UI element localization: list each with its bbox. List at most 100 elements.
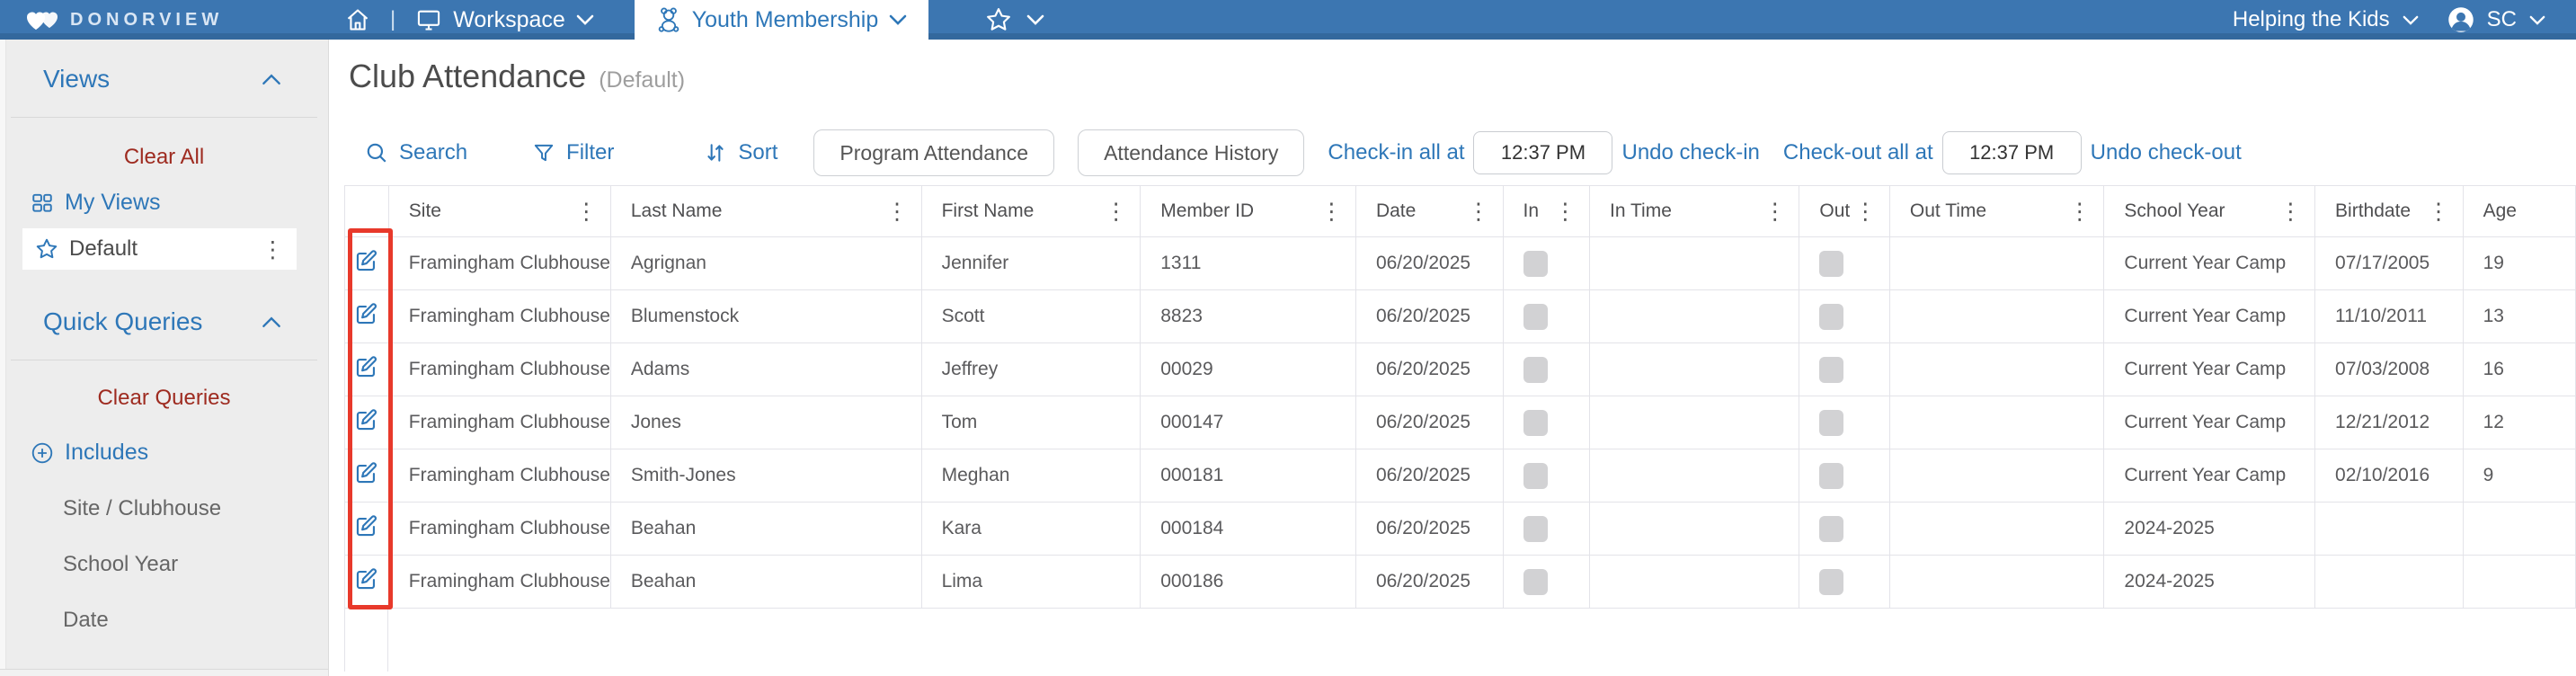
plus-circle-icon [31,441,54,465]
cell-in_time [1589,236,1800,290]
quick-queries-section-header[interactable]: Quick Queries [0,307,328,336]
cell-last: Blumenstock [609,289,922,343]
table-row: Framingham Clubhouse Beahan Lima 000186 06/2… [344,555,2576,609]
edit-row-button[interactable] [344,502,389,556]
table-row: Framingham Clubhouse Jones Tom 000147 06/20/… [344,396,2576,449]
my-views-item[interactable]: My Views [0,190,328,216]
clear-queries-link[interactable]: Clear Queries [97,386,231,410]
views-section-header[interactable]: Views [0,65,328,93]
attendance-history-button[interactable]: Attendance History [1078,129,1305,176]
workspace-monitor-icon [415,7,442,32]
edit-pencil-icon [357,408,378,430]
undo-checkout-link[interactable]: Undo check-out [2090,140,2242,165]
tab-youth-membership[interactable]: Youth Membership [635,0,928,40]
column-menu-icon[interactable]: ⋮ [885,198,909,225]
view-menu-icon[interactable]: ⋮ [262,236,284,262]
checkin-time-input[interactable] [1473,131,1613,174]
program-attendance-button[interactable]: Program Attendance [813,129,1055,176]
in-checkbox[interactable] [1523,409,1548,436]
edit-row-button[interactable] [344,555,389,609]
chevron-down-icon[interactable] [576,14,594,25]
out-checkbox[interactable] [1819,515,1844,542]
column-menu-icon[interactable]: ⋮ [2279,198,2303,225]
edit-row-button[interactable] [344,396,389,449]
workspace-label[interactable]: Workspace [453,6,565,32]
cell-in_time [1589,555,1800,609]
quick-query-item[interactable]: Site / Clubhouse [63,496,222,520]
out-checkbox[interactable] [1819,568,1844,595]
out-checkbox[interactable] [1819,250,1844,277]
col-header-label: In Time [1610,200,1672,221]
column-menu-icon[interactable]: ⋮ [574,198,598,225]
cell-site: Framingham Clubhouse [387,555,611,609]
grid-views-icon [31,191,54,215]
column-menu-icon[interactable]: ⋮ [1467,198,1490,225]
quick-query-item[interactable]: School Year [63,552,179,576]
edit-row-button[interactable] [344,449,389,503]
cell-first: Jennifer [920,236,1141,290]
in-checkbox[interactable] [1523,462,1548,489]
column-menu-icon[interactable]: ⋮ [2427,198,2450,225]
chevron-down-icon[interactable] [2403,15,2419,25]
col-header-in: In ⋮ [1502,185,1591,237]
org-selector[interactable]: Helping the Kids [2232,7,2390,31]
in-checkbox[interactable] [1523,303,1548,330]
chevron-down-icon[interactable] [2529,15,2545,25]
brand-logo[interactable]: DONORVIEW [25,0,223,40]
column-menu-icon[interactable]: ⋮ [1554,198,1577,225]
undo-checkin-link[interactable]: Undo check-in [1621,140,1760,165]
cell-in_time [1589,449,1800,503]
cell-date: 06/20/2025 [1355,289,1504,343]
chevron-down-icon[interactable] [889,14,907,25]
cell-member_id: 000186 [1140,555,1356,609]
quick-query-item[interactable]: Date [63,608,109,632]
col-header-age: Age [2462,185,2576,237]
chevron-down-icon[interactable] [1026,14,1044,25]
cell-member_id: 000147 [1140,396,1356,449]
in-checkbox[interactable] [1523,356,1548,383]
search-button[interactable]: Search [365,140,467,165]
checkout-all-link[interactable]: Check-out all at [1782,140,1933,165]
column-menu-icon[interactable]: ⋮ [1319,198,1343,225]
checkin-all-link[interactable]: Check-in all at [1328,140,1465,165]
sidebar-scrollbar[interactable] [0,40,6,676]
donorview-hearts-icon [25,6,61,33]
column-menu-icon[interactable]: ⋮ [1853,198,1877,225]
out-checkbox[interactable] [1819,356,1844,383]
sidebar: Views Clear All My Views Default [0,40,329,676]
view-item-default[interactable]: Default ⋮ [22,228,297,270]
clear-all-link[interactable]: Clear All [123,145,205,169]
in-checkbox[interactable] [1523,250,1548,277]
cell-school_year: Current Year Camp [2103,342,2316,396]
user-avatar-icon[interactable] [2447,6,2474,33]
in-checkbox[interactable] [1523,515,1548,542]
edit-row-button[interactable] [344,236,389,290]
cell-date: 06/20/2025 [1355,555,1504,609]
home-icon[interactable] [345,7,370,32]
cell-in [1502,502,1591,556]
cell-last: Jones [609,396,922,449]
includes-item[interactable]: Includes [0,440,328,466]
favorites-star-icon[interactable] [985,6,1012,33]
chevron-up-icon[interactable] [262,316,281,328]
edit-row-button[interactable] [344,342,389,396]
col-header-label: Out Time [1909,200,1987,221]
sort-button[interactable]: Sort [704,140,777,165]
column-menu-icon[interactable]: ⋮ [1105,198,1128,225]
cell-in [1502,342,1591,396]
in-checkbox[interactable] [1523,568,1548,595]
cell-birthdate: 07/03/2008 [2314,342,2464,396]
out-checkbox[interactable] [1819,409,1844,436]
col-header-member_id: Member ID ⋮ [1140,185,1356,237]
checkout-time-input[interactable] [1941,131,2082,174]
edit-row-button[interactable] [344,289,389,343]
cell-in_time [1589,396,1800,449]
column-menu-icon[interactable]: ⋮ [2068,198,2092,225]
cell-out_time [1888,396,2105,449]
out-checkbox[interactable] [1819,462,1844,489]
edit-pencil-icon [357,567,378,589]
out-checkbox[interactable] [1819,303,1844,330]
chevron-up-icon[interactable] [262,73,281,85]
column-menu-icon[interactable]: ⋮ [1763,198,1787,225]
filter-button[interactable]: Filter [532,140,614,165]
